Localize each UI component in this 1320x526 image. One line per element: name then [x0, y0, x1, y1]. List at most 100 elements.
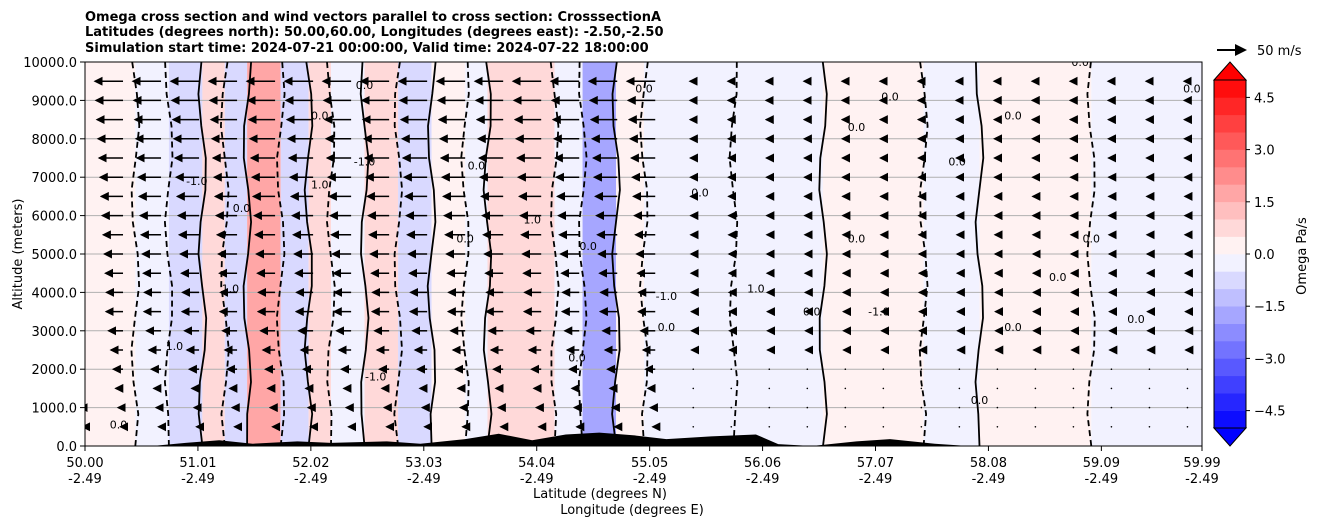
wind-vector — [1035, 368, 1037, 370]
wind-vector — [1073, 368, 1075, 370]
wind-vector — [807, 388, 809, 390]
y-tick-label: 5000.0 — [32, 248, 78, 263]
wind-vector — [768, 388, 770, 390]
contour-label: 0.0 — [1004, 321, 1022, 334]
y-tick-label: 9000.0 — [32, 94, 78, 109]
title-line-1: Omega cross section and wind vectors par… — [85, 10, 661, 25]
x-tick-label-lat: 59.09 — [1083, 456, 1120, 471]
colorbar-segment — [1214, 202, 1246, 220]
colorbar-segment — [1214, 271, 1246, 289]
wind-vector — [1111, 368, 1113, 370]
wind-vector — [921, 426, 923, 428]
y-axis: 0.01000.02000.03000.04000.05000.06000.07… — [23, 56, 85, 455]
colorbar-segment — [1214, 237, 1246, 255]
x-tick-label-lon: -2.49 — [520, 472, 554, 487]
contour-label: 0.0 — [1183, 83, 1201, 96]
wind-vector — [1035, 388, 1037, 390]
contour-label: 0.0 — [635, 83, 653, 96]
colorbar-segment — [1214, 132, 1246, 150]
contour-label: 0.0 — [658, 321, 676, 334]
contour-label: 0.0 — [848, 232, 866, 245]
x-tick-label-lon: -2.49 — [68, 472, 102, 487]
colorbar-tick-label: 1.5 — [1254, 196, 1275, 211]
colorbar-label: Omega Pa/s — [1295, 217, 1310, 295]
colorbar-segment — [1214, 219, 1246, 237]
wind-vector — [1073, 388, 1075, 390]
contour-label: 1.0 — [166, 340, 184, 353]
colorbar-segment — [1214, 167, 1246, 185]
wind-vector — [959, 388, 961, 390]
omega-cross-section-figure: Omega cross section and wind vectors par… — [0, 0, 1320, 526]
wind-vector — [997, 388, 999, 390]
wind-vector — [845, 407, 847, 409]
colorbar-segment — [1214, 324, 1246, 342]
y-tick-label: 4000.0 — [32, 286, 78, 301]
y-tick-label: 0.0 — [56, 440, 77, 455]
contour-label: -1.0 — [186, 175, 207, 188]
wind-vector — [1111, 388, 1113, 390]
contour-label: 1.0 — [523, 213, 541, 226]
title-line-3: Simulation start time: 2024-07-21 00:00:… — [85, 41, 649, 56]
wind-vector — [1149, 426, 1151, 428]
colorbar-tick-label: −3.0 — [1254, 352, 1286, 367]
wind-vector — [807, 407, 809, 409]
wind-vector — [807, 368, 809, 370]
contour-label: 0.0 — [468, 160, 486, 173]
wind-vector — [1149, 368, 1151, 370]
colorbar-segment — [1214, 80, 1246, 98]
wind-vector — [1187, 388, 1189, 390]
colorbar-tick-label: −4.5 — [1254, 405, 1286, 420]
y-tick-label: 7000.0 — [32, 171, 78, 186]
contour-label: 0.0 — [803, 305, 821, 318]
x-tick-label-lat: 55.05 — [631, 456, 668, 471]
x-tick-label-lon: -2.49 — [746, 472, 780, 487]
wind-vector — [692, 407, 694, 409]
contour-label: 0.0 — [1127, 313, 1145, 326]
plot-area: 0.0 1.0 -1.0 1.0 0.0 1.0 0.0 0.0 -1.0 -1.0 0.0 0.0 1… — [57, 56, 1202, 446]
contour-label: -1.0 — [365, 371, 386, 384]
wind-vector — [1073, 407, 1075, 409]
contour-label: 0.0 — [311, 110, 329, 123]
wind-vector — [1187, 407, 1189, 409]
contour-label: -1.0 — [354, 156, 375, 169]
colorbar-segment — [1214, 376, 1246, 394]
contour-label: 0.0 — [356, 79, 374, 92]
contour-label: 0.0 — [233, 202, 251, 215]
quiver-key: 50 m/s — [1217, 44, 1302, 59]
wind-vector — [1149, 388, 1151, 390]
x-tick-label-lon: -2.49 — [181, 472, 215, 487]
x-tick-label-lon: -2.49 — [859, 472, 893, 487]
x-tick-label-lat: 57.07 — [857, 456, 894, 471]
colorbar-segment — [1214, 358, 1246, 376]
wind-vector — [845, 426, 847, 428]
wind-vector — [692, 388, 694, 390]
wind-vector — [883, 407, 885, 409]
contour-label: 1.0 — [747, 282, 765, 295]
wind-vector — [1187, 426, 1189, 428]
contour-label: 0.0 — [110, 419, 128, 432]
x-tick-label-lat: 50.00 — [66, 456, 103, 471]
contour-label: 0.0 — [456, 232, 474, 245]
contour-label: 0.0 — [848, 121, 866, 134]
colorbar-segment — [1214, 184, 1246, 202]
colorbar-tick-label: 0.0 — [1254, 248, 1275, 263]
x-tick-label-lon: -2.49 — [1085, 472, 1119, 487]
wind-vector — [1035, 407, 1037, 409]
wind-vector — [959, 426, 961, 428]
wind-vector — [845, 388, 847, 390]
wind-vector — [1111, 407, 1113, 409]
contour-label: 0.0 — [691, 186, 709, 199]
contour-label: 1.0 — [311, 179, 329, 192]
wind-vector — [959, 407, 961, 409]
y-tick-label: 10000.0 — [23, 56, 77, 71]
colorbar-segment — [1214, 97, 1246, 115]
wind-vector — [959, 368, 961, 370]
x-tick-label-lat: 53.03 — [405, 456, 442, 471]
wind-vector — [1187, 368, 1189, 370]
chart-title: Omega cross section and wind vectors par… — [85, 10, 664, 56]
y-axis-label: Altitude (meters) — [11, 199, 26, 310]
wind-vector — [730, 426, 732, 428]
y-tick-label: 3000.0 — [32, 325, 78, 340]
quiver-key-label: 50 m/s — [1257, 44, 1302, 59]
wind-vector — [883, 388, 885, 390]
